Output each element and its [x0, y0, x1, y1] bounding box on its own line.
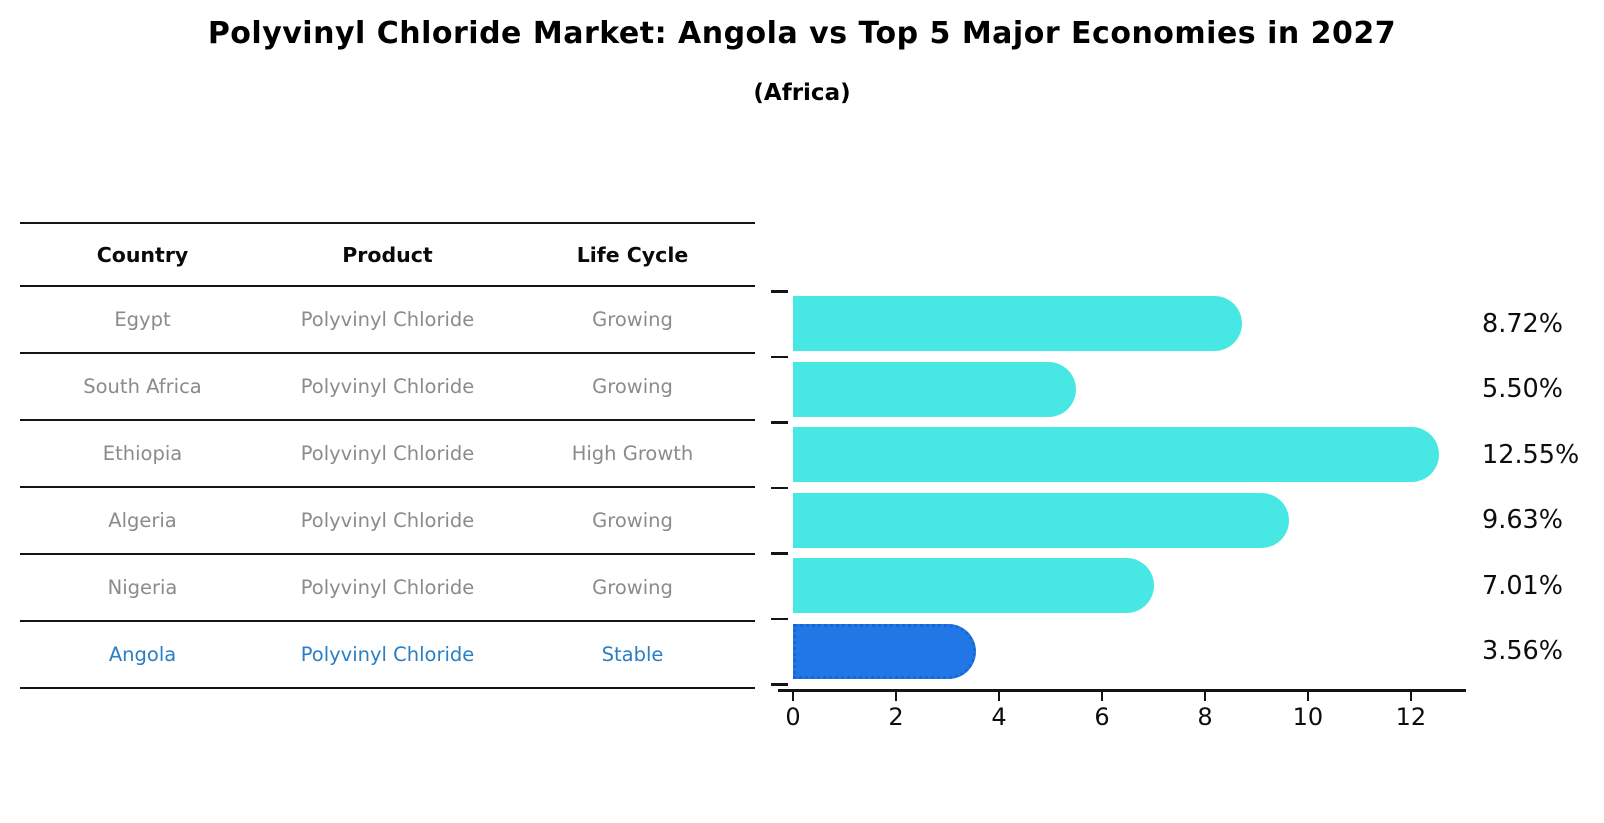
cell-life-cycle: Growing: [592, 509, 673, 532]
cell-life-cycle: Stable: [601, 643, 664, 666]
x-axis-line: [778, 689, 1466, 692]
column-header-country: Country: [96, 242, 189, 267]
chart-subtitle: (Africa): [753, 80, 851, 106]
cell-country: South Africa: [83, 375, 202, 398]
x-tick-label: 8: [1197, 703, 1213, 731]
bar-ethiopia: [793, 427, 1440, 482]
bar-nigeria: [793, 558, 1154, 613]
value-label-ethiopia: 12.55%: [1482, 439, 1580, 470]
x-axis-ticks: 0 2 4 6 8 10 12: [785, 691, 1465, 737]
y-axis-tick: [771, 290, 788, 293]
cell-country: Egypt: [114, 308, 171, 331]
cell-country: Ethiopia: [102, 442, 183, 465]
table-row: Egypt Polyvinyl Chloride Growing: [20, 287, 755, 354]
table-row: Nigeria Polyvinyl Chloride Growing: [20, 555, 755, 622]
x-tick-mark: [997, 691, 1001, 701]
table-row: South Africa Polyvinyl Chloride Growing: [20, 354, 755, 421]
table-row-angola-highlight: Angola Polyvinyl Chloride Stable: [20, 622, 755, 689]
cell-product: Polyvinyl Chloride: [300, 375, 475, 398]
cell-life-cycle: Growing: [592, 576, 673, 599]
value-label-south-africa: 5.50%: [1482, 374, 1564, 405]
cell-product: Polyvinyl Chloride: [300, 308, 475, 331]
chart-title: Polyvinyl Chloride Market: Angola vs Top…: [207, 16, 1397, 51]
bar-egypt: [793, 296, 1243, 351]
x-tick-label: 10: [1292, 703, 1324, 731]
x-tick-label: 4: [991, 703, 1007, 731]
value-label-nigeria: 7.01%: [1482, 570, 1564, 601]
bar-south-africa: [793, 361, 1077, 417]
cell-country: Angola: [108, 643, 177, 666]
column-header-product: Product: [342, 242, 433, 267]
y-axis-tick: [771, 617, 788, 620]
x-tick-mark: [791, 691, 795, 701]
table-row: Algeria Polyvinyl Chloride Growing: [20, 488, 755, 555]
value-label-egypt: 8.72%: [1482, 308, 1564, 339]
y-axis-tick: [771, 355, 788, 358]
cell-life-cycle: High Growth: [571, 442, 694, 465]
x-tick-mark: [1100, 691, 1104, 701]
x-tick-label: 2: [888, 703, 904, 731]
cell-product: Polyvinyl Chloride: [300, 442, 475, 465]
column-header-life-cycle: Life Cycle: [576, 242, 689, 267]
y-axis-tick: [771, 683, 788, 686]
x-tick-label: 12: [1395, 703, 1427, 731]
bar-plot-area: [771, 290, 1465, 686]
x-tick-mark: [1306, 691, 1310, 701]
y-axis-tick: [771, 552, 788, 555]
y-axis-tick: [771, 486, 788, 489]
cell-country: Algeria: [108, 509, 177, 532]
bar-algeria: [793, 492, 1289, 548]
info-table: Country Product Life Cycle Egypt Polyvin…: [20, 222, 755, 689]
cell-product: Polyvinyl Chloride: [300, 576, 475, 599]
x-tick-mark: [1203, 691, 1207, 701]
value-label-algeria: 9.63%: [1482, 505, 1564, 536]
cell-life-cycle: Growing: [592, 375, 673, 398]
table-header-row: Country Product Life Cycle: [20, 222, 755, 287]
bar-angola-highlighted: [793, 623, 977, 679]
x-tick-mark: [1409, 691, 1413, 701]
x-tick-mark: [894, 691, 898, 701]
cell-country: Nigeria: [107, 576, 178, 599]
cell-product: Polyvinyl Chloride: [300, 643, 475, 666]
y-axis-tick: [771, 421, 788, 424]
cell-life-cycle: Growing: [592, 308, 673, 331]
x-tick-label: 6: [1094, 703, 1110, 731]
cell-product: Polyvinyl Chloride: [300, 509, 475, 532]
x-tick-label: 0: [785, 703, 801, 731]
bar-value-labels: 8.72% 5.50% 12.55% 9.63% 7.01% 3.56%: [1482, 291, 1602, 684]
table-row: Ethiopia Polyvinyl Chloride High Growth: [20, 421, 755, 488]
value-label-angola: 3.56%: [1482, 636, 1564, 667]
